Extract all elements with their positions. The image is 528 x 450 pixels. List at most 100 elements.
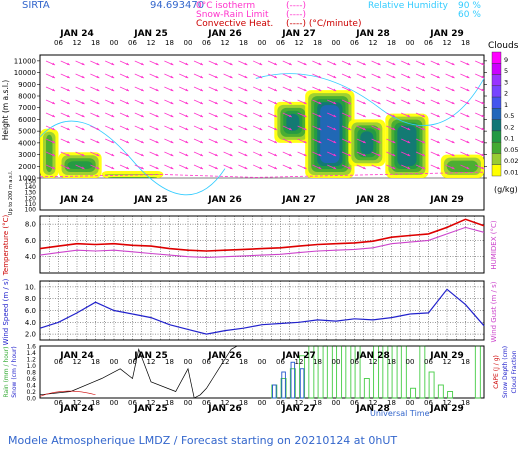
y-tick-label: 1.2 (26, 357, 36, 364)
wind-arrow-head (362, 153, 366, 156)
wind-arrow-head (288, 101, 292, 104)
wind-arrow-head (155, 127, 159, 130)
wind-arrow-head (318, 62, 322, 65)
colorbar-level: 0.5 (504, 112, 514, 120)
wind-arrow-head (81, 114, 85, 117)
y-tick-label: 1.0 (26, 363, 36, 370)
wind-arrow-head (214, 140, 218, 143)
wind-arrow-head (214, 153, 218, 156)
hour-tick-label: 00 (184, 399, 193, 407)
rain-bar (437, 384, 444, 399)
wind-arrow-head (274, 101, 277, 104)
hour-tick-label: 12 (443, 399, 452, 407)
wind-arrow-head (422, 140, 425, 143)
wind-arrow-head (244, 127, 248, 130)
wind-arrow-head (126, 153, 129, 156)
wind-arrow-head (126, 88, 129, 91)
wind-arrow-head (185, 88, 189, 91)
wind-arrow-head (185, 127, 189, 130)
y-tick-label: 150 (25, 179, 37, 186)
wind-arrow-head (81, 127, 85, 130)
y-tick-label: 2000 (18, 163, 36, 171)
wind-arrow-head (140, 114, 144, 117)
hour-tick-label: 00 (184, 39, 193, 47)
wind-arrow-head (96, 127, 100, 130)
wind-arrow-head (155, 140, 159, 143)
wind-arrow-head (451, 153, 455, 156)
legend-right: Relative Humidity 90 %60 % (368, 1, 481, 20)
wind-arrow-head (170, 140, 174, 143)
day-label: JAN 27 (281, 404, 316, 414)
wind-arrow-head (377, 75, 381, 78)
wind-arrow-head (81, 166, 85, 169)
day-label: JAN 29 (429, 29, 464, 39)
wind-arrow-head (481, 88, 485, 91)
y-tick-label: 7000 (18, 104, 36, 112)
wind-arrow-head (481, 114, 485, 117)
snow-bar (290, 361, 296, 399)
wind-arrow-head (52, 127, 55, 130)
day-label: JAN 28 (355, 351, 390, 361)
cloud-colorbar: Clouds 9 5 3 2 1 0.5 0.2 0.1 0.05 0.02 0.01 (g/kg) (488, 41, 519, 194)
hour-tick-label: 18 (387, 39, 396, 47)
wind-arrow-head (244, 88, 248, 91)
wind-arrow-head (96, 62, 100, 65)
wind-arrow-head (348, 88, 351, 91)
y-tick-label: 8000 (18, 93, 36, 101)
wind-arrow-head (436, 127, 440, 130)
wind-arrow-head (407, 140, 411, 143)
wind-arrow-head (451, 101, 455, 104)
colorbar-swatch (491, 85, 502, 98)
day-label: JAN 24 (59, 195, 94, 205)
hour-tick-label: 06 (424, 399, 433, 407)
wind-arrow-head (451, 114, 455, 117)
wind-arrow-head (422, 101, 425, 104)
wind-arrow-head (155, 114, 159, 117)
wind-arrow-head (377, 153, 381, 156)
wind-arrow-head (407, 62, 411, 65)
wind-arrow-head (244, 75, 248, 78)
wind-arrow-head (436, 101, 440, 104)
wind-arrow-head (303, 140, 307, 143)
legend-left-label: Convective Heat. (196, 19, 273, 29)
legend-right-label: Relative Humidity (368, 1, 449, 11)
legend-left-sample: (----) (286, 1, 306, 11)
y-tick-label: 5000 (18, 128, 36, 136)
wind-arrow-head (140, 101, 144, 104)
wind-arrow-head (392, 62, 396, 65)
hour-tick-label: 12 (221, 399, 230, 407)
wind-arrow-head (481, 62, 485, 65)
wind-arrow-head (362, 101, 366, 104)
snow-bar (281, 371, 286, 399)
wind-arrow-head (362, 166, 366, 169)
wind-arrow-head (170, 88, 174, 91)
wind-arrow-head (362, 62, 366, 65)
hour-tick-label: 00 (406, 39, 415, 47)
rain-bar (447, 391, 454, 399)
wind-arrow-head (170, 75, 174, 78)
wind-arrow-head (451, 140, 455, 143)
wind-arrow-head (140, 166, 144, 169)
day-label: JAN 29 (429, 351, 464, 361)
wind-arrow-head (185, 166, 189, 169)
hour-tick-label: 12 (221, 358, 230, 366)
day-label: JAN 25 (133, 404, 168, 414)
wind-arrow-head (96, 153, 100, 156)
wind-arrow-head (259, 114, 263, 117)
legend-right-value: 60 % (458, 10, 481, 20)
wind-arrow-head (259, 127, 263, 130)
wind-arrow-head (229, 166, 233, 169)
wind-arrow-head (81, 75, 85, 78)
wind-arrow-head (348, 140, 351, 143)
side-label-wind_gust: Wind Gust (m / s) (490, 281, 498, 342)
wind-arrow-head (214, 88, 218, 91)
wind-arrow-head (466, 101, 470, 104)
day-label: JAN 26 (207, 195, 242, 205)
y-tick-label: 10000 (14, 69, 36, 77)
y-tick-label: 4000 (18, 139, 36, 147)
wind-arrow-head (436, 153, 440, 156)
y-tick-label: 10. (25, 283, 36, 291)
hour-tick-label: 12 (221, 39, 230, 47)
hour-tick-label: 00 (332, 399, 341, 407)
wind-arrow-head (362, 140, 366, 143)
